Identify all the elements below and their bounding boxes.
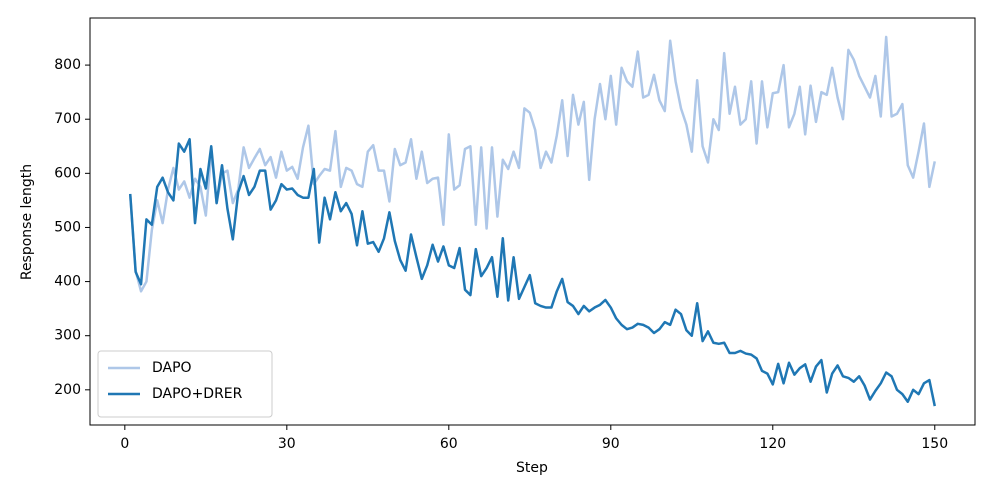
x-tick-label: 90: [602, 436, 620, 452]
legend-label: DAPO+DRER: [152, 386, 243, 402]
y-tick-label: 500: [54, 219, 81, 235]
y-tick-label: 300: [54, 328, 81, 344]
x-axis-label: Step: [516, 460, 548, 476]
x-tick-label: 150: [921, 436, 948, 452]
x-tick-label: 0: [120, 436, 129, 452]
y-tick-label: 600: [54, 165, 81, 181]
x-tick-label: 120: [759, 436, 786, 452]
legend-box: [97, 350, 273, 418]
y-axis-label: Response length: [19, 164, 35, 280]
legend-label: DAPO: [152, 360, 192, 376]
y-tick-label: 800: [54, 57, 81, 73]
plot-frame: [89, 17, 976, 426]
x-tick-label: 60: [440, 436, 458, 452]
data-line: [128, 35, 936, 293]
y-tick-label: 200: [54, 382, 81, 398]
y-tick-label: 400: [54, 274, 81, 290]
y-tick-label: 700: [54, 111, 81, 127]
data-line: [128, 137, 936, 407]
x-tick-label: 30: [278, 436, 296, 452]
